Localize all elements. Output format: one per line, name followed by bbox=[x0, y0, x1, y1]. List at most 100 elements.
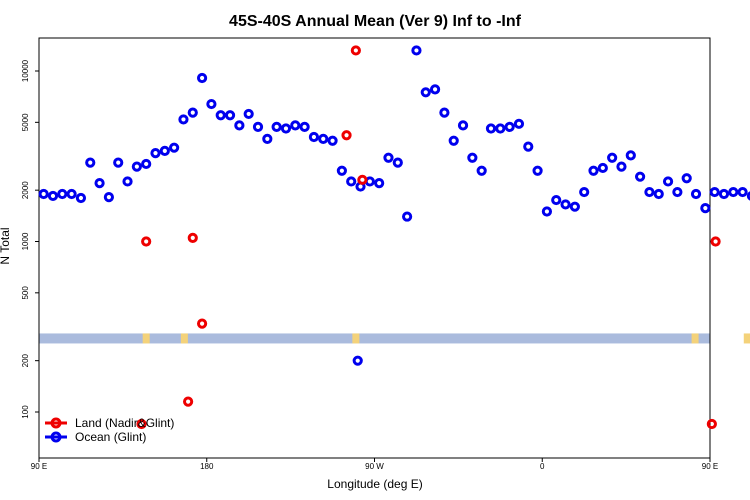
ocean-point-0-22 bbox=[243, 108, 254, 120]
ocean-point-0-67 bbox=[662, 176, 674, 187]
ocean-point-0-16 bbox=[187, 107, 198, 118]
ocean-point-0-11 bbox=[141, 158, 152, 170]
ocean-point-0-52 bbox=[523, 141, 534, 152]
y-tick-label-5: 5000 bbox=[21, 113, 30, 131]
ocean-point-0-3 bbox=[66, 188, 77, 200]
ocean-point-0-30 bbox=[318, 133, 329, 144]
ocean-point-0-57 bbox=[569, 201, 580, 212]
y-tick-label-3: 1000 bbox=[21, 232, 30, 250]
data-points bbox=[38, 45, 750, 430]
ocean-point-0-6 bbox=[94, 178, 105, 189]
ocean-point-0-74 bbox=[728, 186, 739, 198]
y-tick-label-6: 10000 bbox=[21, 59, 30, 82]
ocean-point-0-56 bbox=[560, 199, 571, 210]
ocean-point-0-18 bbox=[206, 98, 217, 110]
ocean-point-0-44 bbox=[448, 135, 459, 146]
ocean-point-0-0 bbox=[38, 188, 49, 200]
land-patch-4 bbox=[743, 333, 750, 344]
ocean-point-0-48 bbox=[485, 123, 497, 134]
ocean-point-0-14 bbox=[169, 142, 180, 153]
legend: Land (Nadir&Glint) Ocean (Glint) bbox=[45, 416, 174, 444]
ocean-point-0-76 bbox=[746, 191, 750, 201]
land-point-1-5 bbox=[341, 130, 352, 141]
ocean-point-0-8 bbox=[113, 157, 124, 168]
legend-label-ocean: Ocean (Glint) bbox=[75, 430, 146, 444]
land-point-1-4 bbox=[196, 318, 208, 329]
ocean-point-0-63 bbox=[625, 150, 636, 161]
ocean-point-0-10 bbox=[131, 161, 142, 172]
ocean-point-0-60 bbox=[597, 162, 608, 174]
ocean-point-0-58 bbox=[579, 186, 590, 198]
y-tick-label-2: 500 bbox=[21, 286, 30, 300]
ocean-point-0-20 bbox=[224, 110, 236, 121]
ocean-point-0-54 bbox=[541, 206, 553, 217]
ocean-point-0-39 bbox=[402, 211, 413, 222]
land-point-1-3 bbox=[187, 232, 198, 243]
x-axis: 90 E 180 90 W 0 90 E bbox=[31, 458, 718, 471]
land-strip bbox=[39, 333, 750, 344]
x-tick-label-1: 180 bbox=[200, 462, 214, 471]
ocean-point-0-38 bbox=[392, 157, 403, 168]
legend-marker-ocean bbox=[50, 431, 62, 443]
ocean-point-0-24 bbox=[262, 133, 273, 144]
ocean-point-0-4 bbox=[75, 192, 87, 204]
x-tick-label-0: 90 E bbox=[31, 462, 47, 471]
legend-marker-land bbox=[50, 417, 62, 429]
ocean-point-0-71 bbox=[700, 202, 711, 214]
x-axis-label: Longitude (deg E) bbox=[327, 477, 422, 491]
land-point-1-1 bbox=[141, 236, 152, 247]
ocean-point-0-41 bbox=[420, 87, 431, 98]
x-tick-label-4: 90 E bbox=[702, 462, 718, 471]
y-tick-label-1: 200 bbox=[21, 353, 30, 367]
ocean-point-0-25 bbox=[271, 121, 282, 133]
land-patch-1 bbox=[180, 333, 188, 344]
ocean-point-0-47 bbox=[476, 165, 487, 176]
ocean-point-0-45 bbox=[457, 120, 469, 131]
ocean-point-0-62 bbox=[616, 161, 627, 172]
land-point-1-9 bbox=[710, 236, 721, 247]
ocean-point-0-72 bbox=[709, 186, 720, 198]
ocean-point-0-66 bbox=[653, 188, 664, 200]
ocean-point-0-28 bbox=[299, 121, 310, 133]
land-patch-0 bbox=[142, 333, 150, 344]
ocean-point-0-50 bbox=[504, 121, 515, 133]
ocean-point-0-68 bbox=[672, 186, 683, 198]
ocean-point-0-12 bbox=[150, 147, 161, 159]
ocean-point-2-0 bbox=[352, 355, 363, 366]
ocean-point-0-59 bbox=[588, 165, 599, 176]
ocean-point-0-21 bbox=[234, 120, 245, 131]
land-point-1-6 bbox=[350, 45, 361, 56]
x-tick-label-3: 0 bbox=[540, 462, 545, 471]
y-tick-label-4: 2000 bbox=[21, 181, 30, 199]
legend-label-land: Land (Nadir&Glint) bbox=[75, 416, 174, 430]
ocean-point-0-19 bbox=[215, 110, 226, 121]
ocean-point-0-33 bbox=[346, 176, 357, 187]
ocean-point-0-7 bbox=[103, 192, 114, 203]
ocean-point-0-5 bbox=[85, 157, 96, 168]
land-point-1-2 bbox=[183, 396, 194, 407]
land-point-1-7 bbox=[357, 174, 368, 185]
land-patch-3 bbox=[691, 333, 699, 344]
x-tick-label-2: 90 W bbox=[365, 462, 384, 471]
ocean-point-0-37 bbox=[383, 152, 394, 163]
ocean-point-0-51 bbox=[513, 118, 525, 129]
ocean-point-0-26 bbox=[280, 123, 292, 134]
ocean-point-0-32 bbox=[336, 165, 347, 176]
ocean-point-0-65 bbox=[644, 186, 655, 198]
chart-title: 45S-40S Annual Mean (Ver 9) Inf to -Inf bbox=[229, 13, 522, 30]
ocean-point-0-43 bbox=[439, 107, 450, 118]
ocean-point-0-17 bbox=[196, 72, 208, 84]
ocean-strip bbox=[39, 333, 710, 344]
ocean-point-0-13 bbox=[159, 145, 170, 156]
ocean-point-0-75 bbox=[737, 186, 748, 198]
ocean-point-0-69 bbox=[681, 173, 692, 184]
ocean-point-0-55 bbox=[551, 194, 562, 206]
ocean-point-0-64 bbox=[635, 171, 646, 182]
ocean-point-0-70 bbox=[690, 188, 702, 200]
ocean-point-0-36 bbox=[374, 178, 385, 189]
ocean-point-0-2 bbox=[57, 188, 68, 200]
y-tick-label-0: 100 bbox=[21, 405, 30, 419]
ocean-point-0-61 bbox=[607, 152, 618, 163]
